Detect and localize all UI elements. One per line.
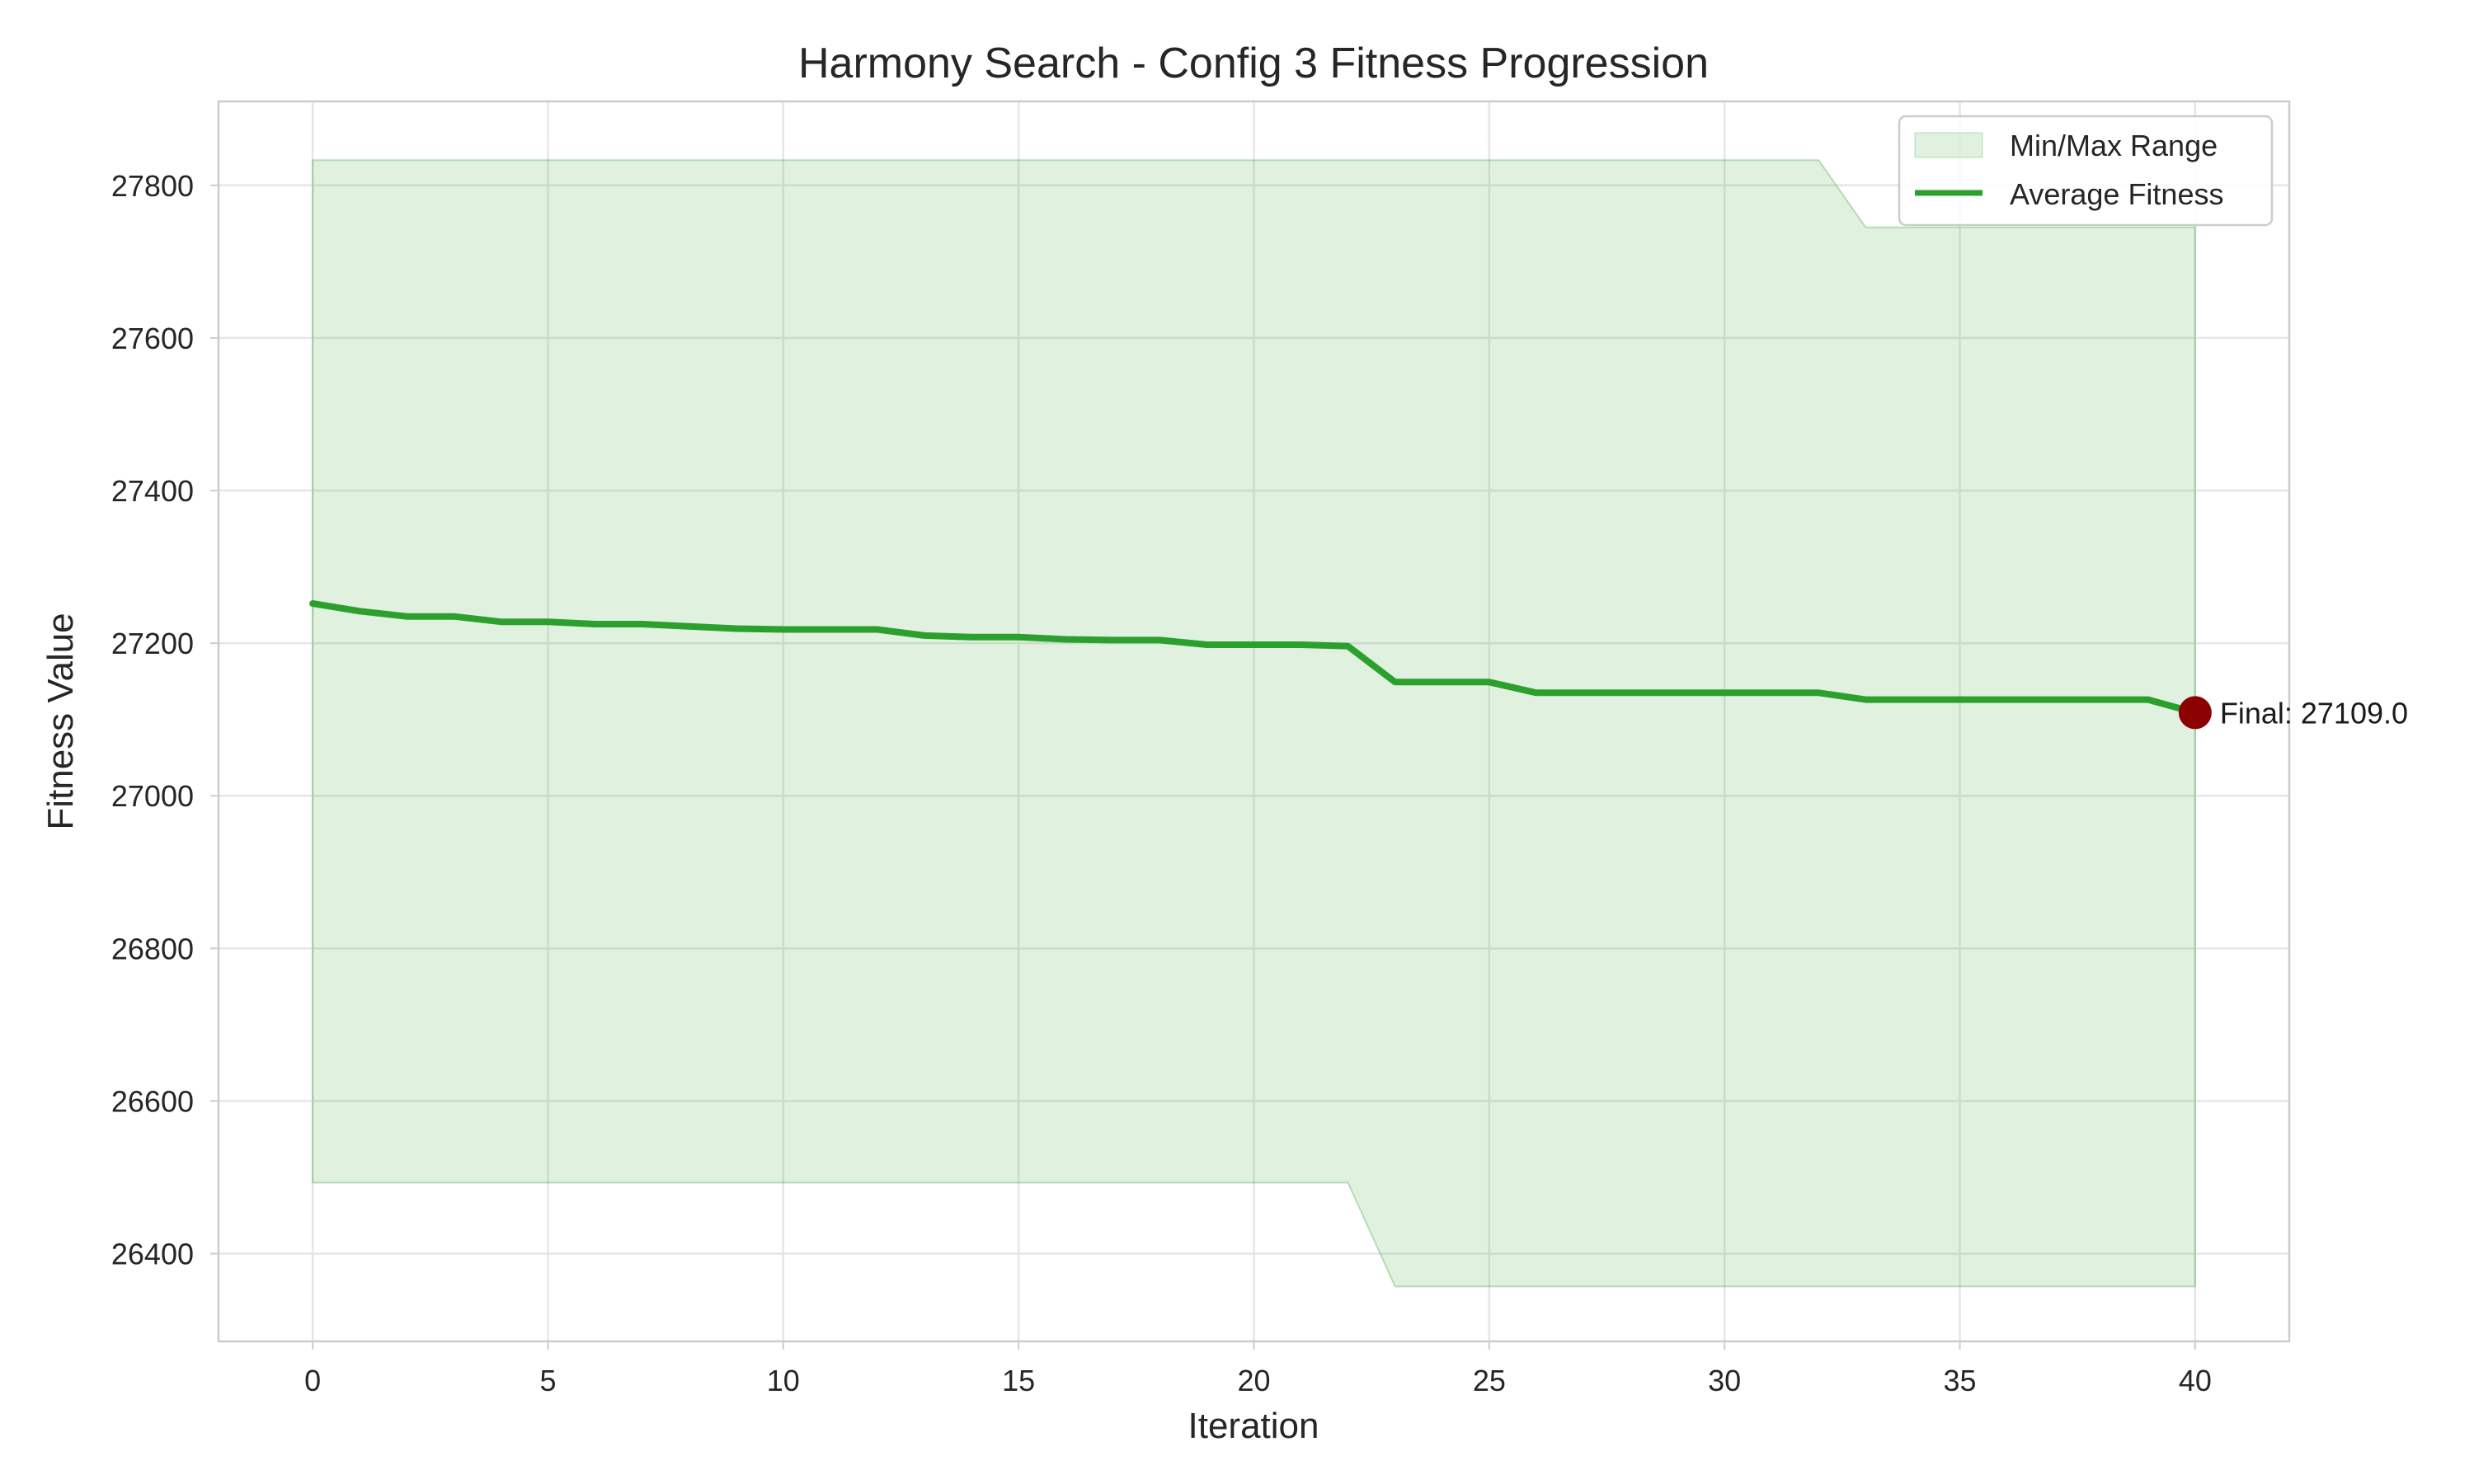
- min-max-band: [313, 160, 2195, 1286]
- legend: Min/Max Range Average Fitness: [1899, 116, 2272, 225]
- x-tick-label: 40: [2179, 1364, 2212, 1397]
- x-tick-label: 35: [1943, 1364, 1976, 1397]
- final-point-marker: [2179, 696, 2212, 729]
- x-tick-label: 10: [767, 1364, 800, 1397]
- x-axis-label: Iteration: [1188, 1406, 1319, 1446]
- y-tick-label: 26600: [111, 1084, 194, 1118]
- legend-label-line: Average Fitness: [2010, 177, 2223, 211]
- legend-swatch-band: [1915, 133, 1982, 157]
- legend-label-band: Min/Max Range: [2010, 129, 2218, 162]
- y-tick-label: 27200: [111, 627, 194, 660]
- chart-title: Harmony Search - Config 3 Fitness Progre…: [798, 40, 1709, 87]
- y-tick-label: 26800: [111, 932, 194, 965]
- x-tick-label: 25: [1473, 1364, 1506, 1397]
- final-value-label: Final: 27109.0: [2220, 696, 2408, 730]
- y-tick-label: 26400: [111, 1237, 194, 1271]
- min-max-range-area: [313, 160, 2195, 1286]
- y-tick-label: 27400: [111, 474, 194, 508]
- y-axis-label: Fitness Value: [40, 613, 81, 829]
- x-tick-label: 15: [1002, 1364, 1035, 1397]
- x-tick-label: 20: [1237, 1364, 1270, 1397]
- x-tick-label: 30: [1708, 1364, 1741, 1397]
- x-tick-label: 5: [539, 1364, 556, 1397]
- y-tick-label: 27600: [111, 322, 194, 355]
- y-tick-label: 27800: [111, 169, 194, 203]
- x-tick-label: 0: [304, 1364, 321, 1397]
- y-tick-label: 27000: [111, 779, 194, 813]
